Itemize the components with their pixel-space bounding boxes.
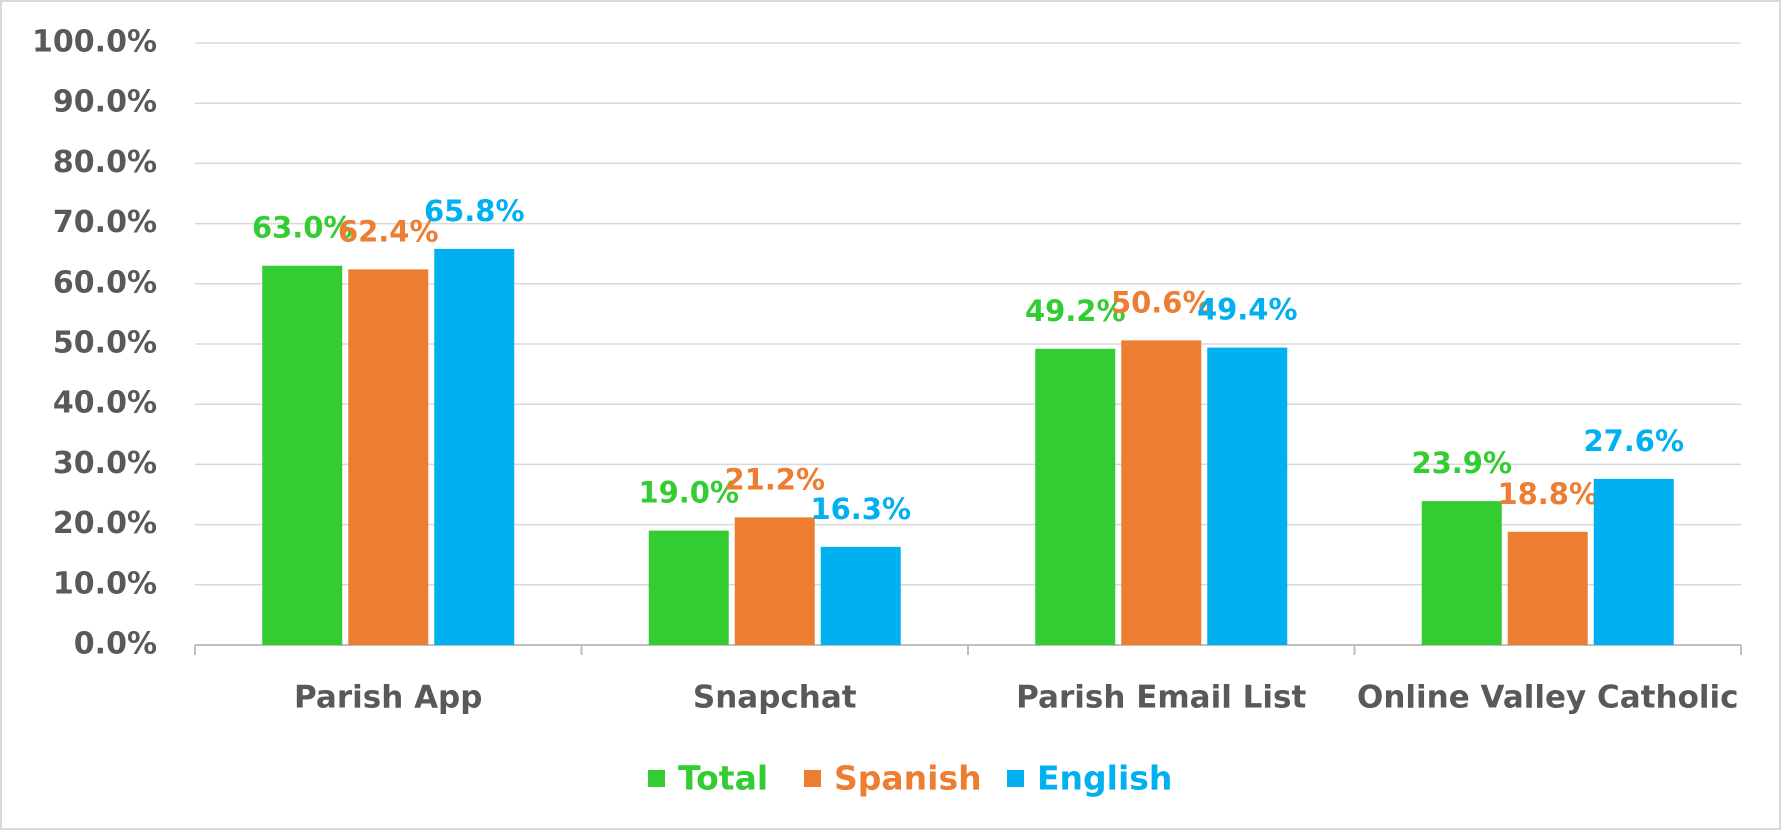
bar [1507, 531, 1588, 645]
bar [434, 248, 515, 645]
data-label: 19.0% [638, 476, 739, 510]
legend-label: Spanish [834, 759, 982, 798]
data-label: 16.3% [810, 492, 911, 526]
data-label: 65.8% [424, 194, 525, 228]
bar [1421, 501, 1502, 645]
legend-swatch [1007, 770, 1024, 787]
bar [648, 530, 729, 645]
data-label: 23.9% [1411, 446, 1512, 480]
y-tick-label: 0.0% [74, 627, 157, 662]
x-tick-label: Online Valley Catholic [1357, 680, 1739, 716]
bar [262, 265, 343, 645]
legend-label: English [1037, 759, 1172, 798]
y-tick-label: 60.0% [53, 265, 157, 300]
legend-swatch [804, 770, 821, 787]
data-label: 50.6% [1111, 285, 1212, 319]
data-label: 62.4% [338, 214, 439, 248]
data-label: 21.2% [724, 462, 825, 496]
bar [1121, 340, 1202, 645]
data-label: 63.0% [252, 211, 353, 245]
y-tick-label: 80.0% [53, 145, 157, 180]
y-tick-label: 50.0% [53, 326, 157, 361]
x-tick-label: Snapchat [693, 680, 857, 716]
bar [348, 269, 429, 645]
y-tick-label: 40.0% [53, 386, 157, 421]
data-label: 27.6% [1583, 424, 1684, 458]
x-tick-label: Parish Email List [1016, 680, 1306, 716]
y-tick-label: 100.0% [32, 25, 157, 60]
bar [820, 546, 901, 645]
bar [1593, 478, 1674, 645]
y-tick-label: 90.0% [53, 85, 157, 120]
legend-label: Total [678, 759, 768, 798]
data-label: 49.4% [1197, 293, 1298, 327]
y-tick-label: 10.0% [53, 566, 157, 601]
bar [1035, 348, 1116, 645]
data-label: 49.2% [1025, 294, 1126, 328]
x-tick-label: Parish App [294, 680, 482, 716]
data-label: 18.8% [1497, 477, 1598, 511]
y-tick-label: 30.0% [53, 446, 157, 481]
y-tick-label: 70.0% [53, 205, 157, 240]
bar [1207, 347, 1288, 645]
legend-swatch [648, 770, 665, 787]
y-tick-label: 20.0% [53, 506, 157, 541]
bar [734, 517, 815, 645]
